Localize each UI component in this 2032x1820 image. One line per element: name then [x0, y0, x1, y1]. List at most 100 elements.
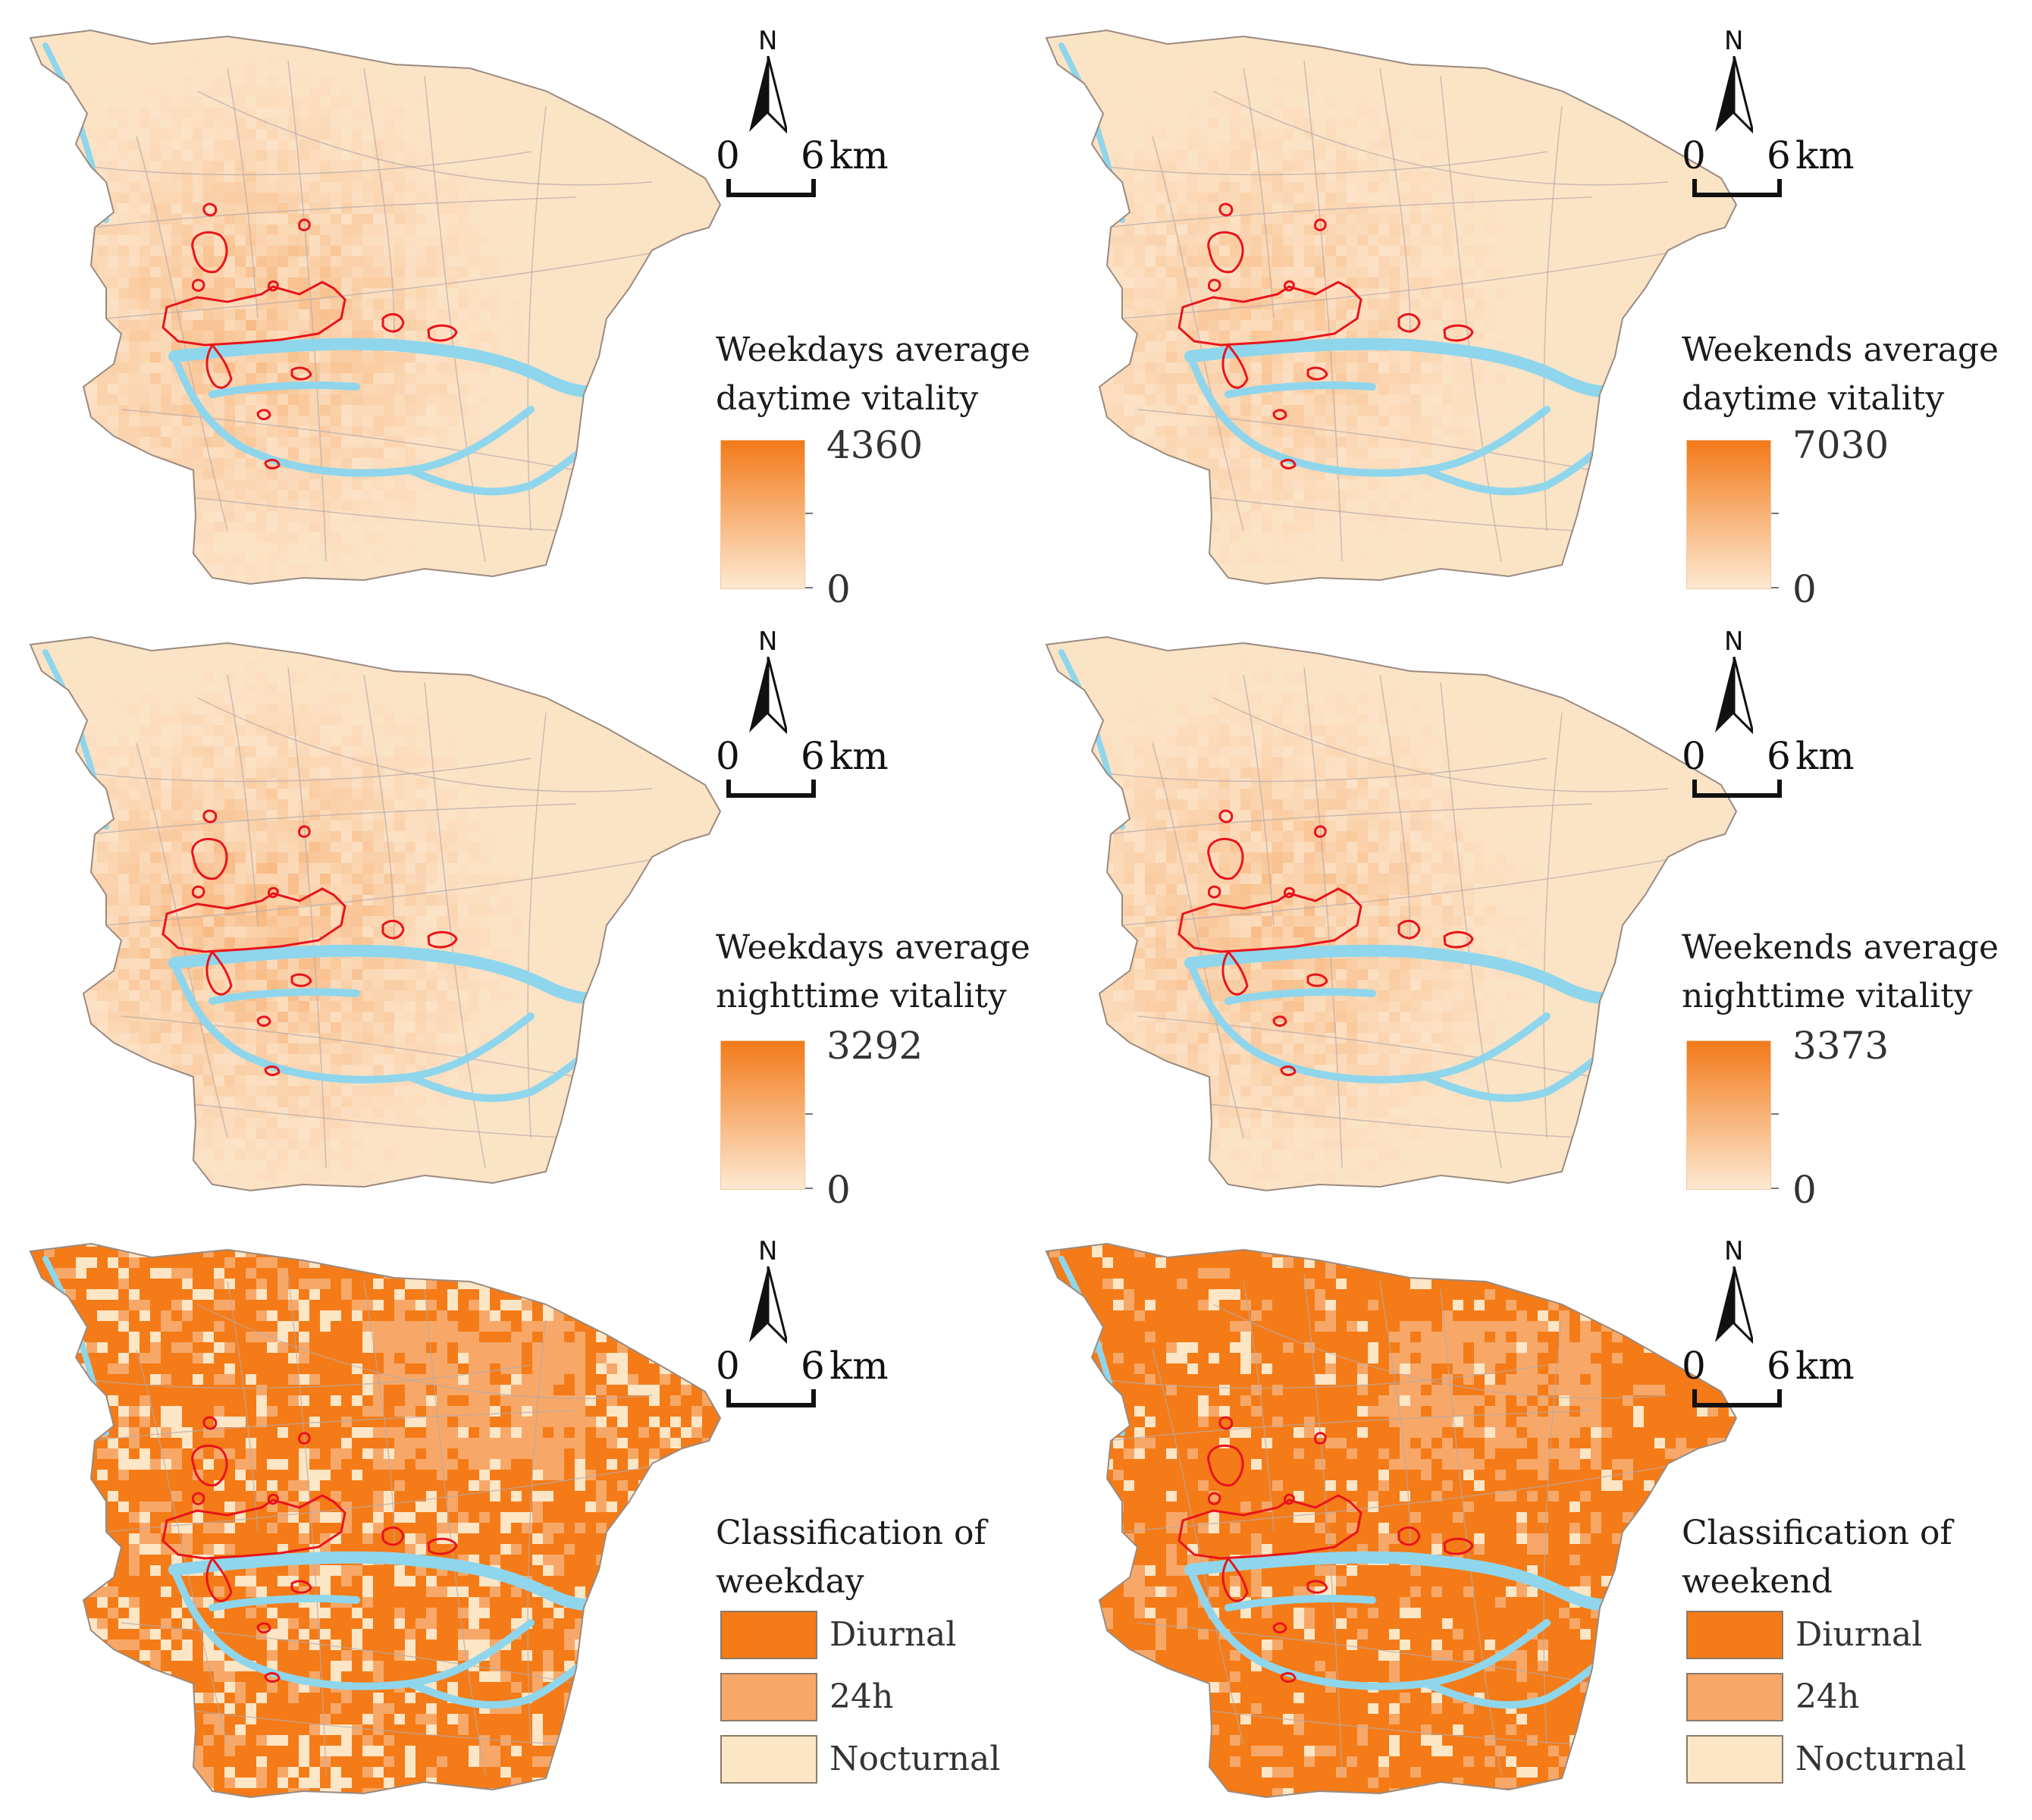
raster-cell	[362, 511, 373, 522]
raster-cell	[500, 256, 511, 267]
raster-cell	[76, 235, 86, 246]
raster-cell	[140, 373, 150, 384]
raster-cell	[1134, 203, 1145, 214]
raster-cell	[490, 842, 500, 852]
raster-cell	[256, 352, 267, 362]
raster-cell	[278, 161, 288, 171]
raster-cell	[140, 863, 150, 874]
raster-cell	[1230, 447, 1240, 458]
raster-cell	[1219, 193, 1230, 203]
raster-cell	[1347, 416, 1357, 426]
raster-cell	[267, 55, 278, 65]
raster-cell	[1304, 437, 1315, 447]
hotspot-outline	[427, 324, 458, 342]
raster-cell	[1219, 182, 1230, 193]
raster-cell	[1294, 564, 1304, 575]
raster-cell	[405, 884, 415, 895]
raster-cell	[394, 182, 405, 193]
raster-cell	[288, 65, 299, 76]
raster-cell	[44, 937, 55, 948]
raster-cell	[256, 852, 267, 863]
raster-cell	[1198, 320, 1209, 331]
raster-cell	[1251, 55, 1262, 65]
raster-cell	[1209, 575, 1219, 584]
raster-cell	[1421, 437, 1431, 447]
raster-cell	[309, 140, 320, 150]
raster-cell	[1156, 532, 1166, 543]
raster-cell	[331, 362, 341, 373]
raster-cell	[437, 905, 447, 916]
raster-cell	[1102, 203, 1113, 214]
raster-cell	[320, 479, 331, 490]
raster-cell	[1442, 288, 1453, 299]
raster-cell	[309, 714, 320, 725]
raster-cell	[171, 267, 182, 278]
raster-cell	[1442, 309, 1453, 320]
raster-cell	[384, 1012, 394, 1022]
raster-cell	[55, 905, 65, 916]
raster-cell	[1410, 129, 1421, 140]
raster-cell	[320, 1065, 331, 1075]
raster-cell	[1219, 235, 1230, 246]
raster-cell	[458, 267, 469, 278]
raster-cell	[278, 532, 288, 543]
raster-cell	[1485, 224, 1495, 235]
raster-cell	[1046, 362, 1049, 373]
raster-cell	[86, 86, 97, 97]
raster-cell	[118, 1054, 129, 1065]
raster-cell	[299, 150, 309, 161]
raster-cell	[1177, 373, 1187, 384]
raster-cell	[405, 874, 415, 884]
raster-cell	[1294, 214, 1304, 224]
raster-cell	[458, 1065, 469, 1075]
raster-cell	[86, 736, 97, 746]
raster-cell	[1474, 288, 1485, 299]
raster-cell	[522, 288, 532, 299]
raster-cell	[1421, 224, 1431, 235]
raster-cell	[55, 895, 65, 905]
raster-cell	[246, 937, 256, 948]
raster-cell	[182, 500, 193, 511]
raster-cell	[1102, 437, 1113, 447]
raster-cell	[1145, 256, 1156, 267]
raster-cell	[1219, 299, 1230, 309]
raster-cell	[1081, 278, 1092, 288]
raster-cell	[1049, 405, 1060, 416]
raster-cell	[288, 789, 299, 799]
raster-cell	[171, 1043, 182, 1054]
raster-cell	[76, 522, 86, 532]
raster-cell	[1209, 182, 1219, 193]
raster-cell	[309, 980, 320, 990]
raster-cell	[331, 373, 341, 384]
raster-cell	[235, 182, 246, 193]
raster-cell	[479, 320, 490, 331]
raster-cell	[161, 1086, 171, 1097]
raster-cell	[447, 203, 458, 214]
raster-cell	[394, 171, 405, 182]
raster-cell	[341, 193, 352, 203]
raster-cell	[108, 693, 118, 704]
raster-cell	[1272, 490, 1283, 500]
raster-cell	[1431, 373, 1442, 384]
raster-cell	[203, 500, 214, 511]
raster-cell	[193, 767, 203, 778]
raster-cell	[97, 405, 108, 416]
raster-cell	[140, 789, 150, 799]
raster-cell	[1113, 331, 1124, 341]
raster-cell	[1304, 140, 1315, 150]
raster-cell	[1272, 373, 1283, 384]
raster-cell	[193, 810, 203, 821]
raster-cell	[437, 842, 447, 852]
raster-cell	[1060, 193, 1071, 203]
raster-cell	[1400, 394, 1410, 405]
raster-cell	[203, 863, 214, 874]
raster-cell	[1262, 405, 1272, 416]
raster-cell	[352, 288, 362, 299]
raster-cell	[320, 161, 331, 171]
raster-cell	[278, 725, 288, 736]
raster-cell	[384, 714, 394, 725]
raster-cell	[426, 1033, 437, 1043]
raster-cell	[1262, 490, 1272, 500]
raster-cell	[171, 789, 182, 799]
raster-cell	[1368, 171, 1378, 182]
